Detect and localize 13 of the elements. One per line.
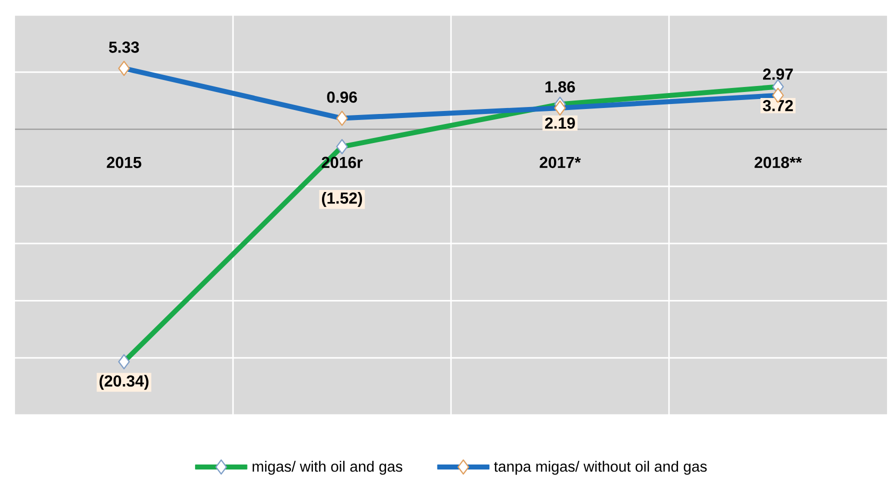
data-label: 2.97	[763, 68, 793, 80]
x-tick-label: 2017*	[540, 156, 581, 168]
data-label: 0.96	[327, 92, 357, 103]
x-tick-label: 2018**	[754, 156, 802, 168]
legend-label: tanpa migas/ without oil and gas	[494, 460, 707, 475]
data-label: 5.33	[108, 42, 139, 53]
x-tick-label: 2015	[106, 156, 142, 168]
data-label: 3.72	[762, 100, 793, 112]
data-label: 1.86	[546, 81, 575, 92]
data-label: (20.34)	[100, 374, 148, 390]
data-label: (1.52)	[322, 192, 362, 207]
data-label: 2.19	[545, 117, 575, 129]
legend-label: migas/ with oil and gas	[252, 460, 402, 475]
